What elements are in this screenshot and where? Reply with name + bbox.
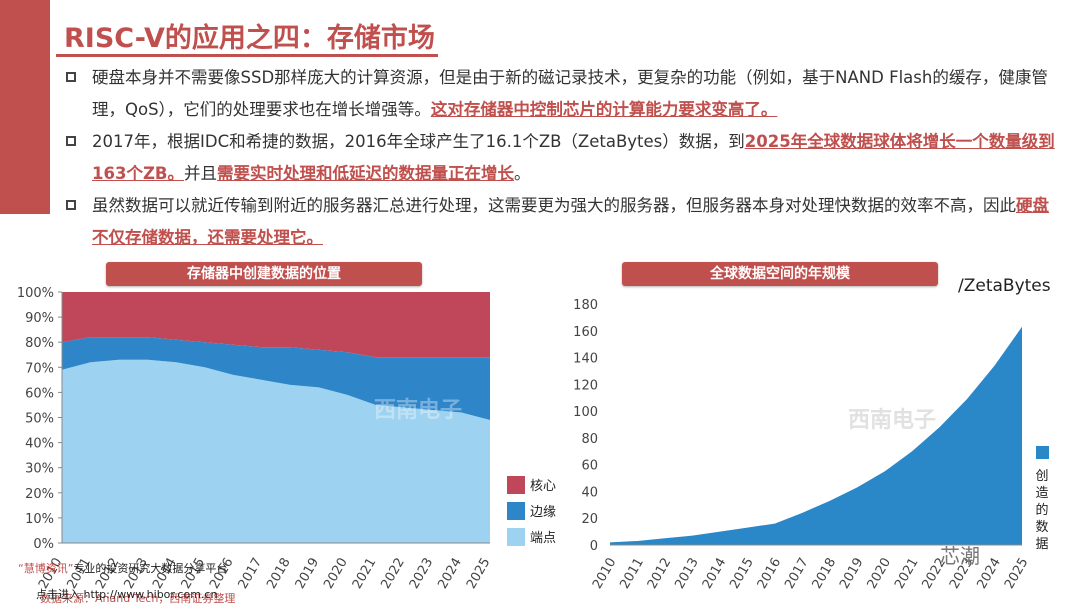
wechat-watermark: 芯潮 <box>940 544 980 568</box>
legend-label: 边缘 <box>530 505 556 520</box>
x-tick-label: 2025 <box>464 556 494 592</box>
x-tick-label: 2015 <box>727 556 757 592</box>
watermark-text: 西南电子 <box>374 398 462 423</box>
bullet-text: 。 <box>513 164 531 183</box>
square-bullet-icon <box>66 136 76 146</box>
series-area-核心 <box>62 292 490 358</box>
bullet-item: 2017年，根据IDC和希捷的数据，2016年全球产生了16.1个ZB（Zeta… <box>64 126 1064 190</box>
legend-label-char: 数 <box>1035 520 1048 535</box>
bullet-text: 并且 <box>183 164 217 183</box>
x-tick-label: 2019 <box>837 556 867 592</box>
highlight-text: 硬盘不仅存储数据，还需要处理它。 <box>92 196 1049 247</box>
x-tick-label: 2020 <box>865 556 895 592</box>
chart2-title: 全球数据空间的年规模 <box>622 262 938 286</box>
y-tick-label: 60% <box>25 386 54 401</box>
x-tick-label: 2018 <box>264 556 294 592</box>
x-tick-label: 2024 <box>435 556 465 592</box>
footer-link[interactable]: 点击进入 http://www.hibor.com.cn <box>36 588 218 601</box>
series-area-边缘 <box>62 337 490 421</box>
y-tick-label: 10% <box>25 512 54 527</box>
highlight-text: 这对存储器中控制芯片的计算能力要求变高了。 <box>430 100 778 119</box>
x-tick-label: 2014 <box>700 556 730 592</box>
series-area-created-data <box>610 326 1022 545</box>
x-tick-label: 2016 <box>755 556 785 592</box>
y-tick-label: 50% <box>25 412 54 427</box>
legend-label: 端点 <box>530 531 556 546</box>
square-bullet-icon <box>66 200 76 210</box>
bullet-text: 虽然数据可以就近传输到附近的服务器汇总进行处理，这需要更为强大的服务器，但服务器… <box>92 196 1016 215</box>
y-tick-label: 80% <box>25 336 54 351</box>
highlight-text: 2025年全球数据球体将增长一个数量级到163个ZB。 <box>92 132 1055 183</box>
y-tick-label: 70% <box>25 361 54 376</box>
series-area-端点 <box>62 359 490 543</box>
slide-title: RISC-V的应用之四：存储市场 <box>64 23 435 54</box>
x-tick-label: 2025 <box>1002 556 1032 592</box>
left-accent-bar <box>0 0 50 214</box>
stacked-area-chart: 0%10%20%30%40%50%60%70%80%90%100%2010201… <box>17 286 556 592</box>
x-tick-label: 2020 <box>321 556 351 592</box>
legend-label-char: 的 <box>1035 502 1048 518</box>
legend-label-char: 创 <box>1035 469 1048 484</box>
chart1-title: 存储器中创建数据的位置 <box>106 262 422 286</box>
highlight-text: 需要实时处理和低延迟的数据量正在增长 <box>216 164 514 183</box>
y-tick-label: 0% <box>33 537 54 552</box>
x-tick-label: 2018 <box>810 556 840 592</box>
watermark-text: 西南电子 <box>848 408 936 433</box>
x-tick-label: 2017 <box>782 556 812 592</box>
x-tick-label: 2019 <box>293 556 323 592</box>
title-underline <box>56 54 438 57</box>
x-tick-label: 2011 <box>617 556 647 592</box>
x-tick-label: 2017 <box>236 556 266 592</box>
y-tick-label: 100% <box>17 286 54 301</box>
x-tick-label: 2021 <box>350 556 380 592</box>
y-tick-label: 20% <box>25 487 54 502</box>
bullet-text: 硬盘本身并不需要像SSD那样庞大的计算资源，但是由于新的磁记录技术，更复杂的功能… <box>92 68 1048 119</box>
legend-label-char: 造 <box>1035 486 1048 501</box>
legend-swatch <box>507 528 525 546</box>
legend-swatch <box>1036 446 1049 459</box>
x-tick-label: 2023 <box>407 556 437 592</box>
bullet-item: 硬盘本身并不需要像SSD那样庞大的计算资源，但是由于新的磁记录技术，更复杂的功能… <box>64 62 1064 126</box>
bullet-text: 2017年，根据IDC和希捷的数据，2016年全球产生了16.1个ZB（Zeta… <box>92 132 745 151</box>
legend-swatch <box>507 502 525 520</box>
x-tick-label: 2022 <box>378 556 408 592</box>
square-bullet-icon <box>66 72 76 82</box>
legend-label-char: 据 <box>1035 537 1048 552</box>
chart2-unit: /ZetaBytes <box>958 276 1051 296</box>
bullet-list: 硬盘本身并不需要像SSD那样庞大的计算资源，但是由于新的磁记录技术，更复杂的功能… <box>64 62 1064 254</box>
bullet-item: 虽然数据可以就近传输到附近的服务器汇总进行处理，这需要更为强大的服务器，但服务器… <box>64 190 1064 254</box>
y-tick-label: 40% <box>25 437 54 452</box>
x-tick-label: 2013 <box>672 556 702 592</box>
legend-label: 核心 <box>530 479 556 494</box>
x-tick-label: 2021 <box>892 556 922 592</box>
y-tick-label: 90% <box>25 311 54 326</box>
legend-swatch <box>507 476 525 494</box>
x-tick-label: 2012 <box>645 556 675 592</box>
footer-quote: “慧博资讯”专业的投资研究大数据分享平台 <box>18 562 228 575</box>
footer-source: 数据来源：Anand Tech，西南证券整理 <box>40 592 236 605</box>
y-tick-label: 30% <box>25 462 54 477</box>
